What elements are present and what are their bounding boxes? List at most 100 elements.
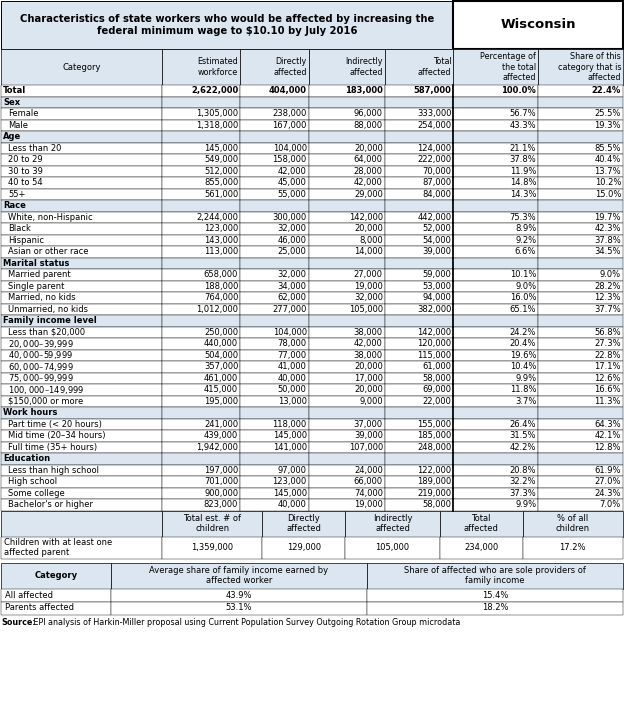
Bar [309,269,385,281]
Text: 58,000: 58,000 [422,500,451,509]
Text: 9.0%: 9.0% [515,281,536,291]
Bar [309,430,385,442]
Text: 46,000: 46,000 [278,236,307,245]
Text: 54,000: 54,000 [422,236,451,245]
Bar [454,269,538,281]
Bar [309,315,385,327]
Bar [240,177,309,189]
Bar [240,373,309,384]
Bar [1,499,162,510]
Text: 6.6%: 6.6% [515,247,536,256]
Text: 9.9%: 9.9% [515,500,536,509]
Text: Less than 20: Less than 20 [8,144,61,153]
Bar [111,602,367,615]
Bar [162,499,240,510]
Bar [385,246,454,258]
Text: Parents affected: Parents affected [5,604,74,612]
Text: 85.5%: 85.5% [595,144,621,153]
Bar [538,430,623,442]
Text: 357,000: 357,000 [204,363,238,371]
Bar [240,212,309,223]
Bar [1,292,162,304]
Bar [538,499,623,510]
Text: 123,000: 123,000 [204,224,238,233]
Text: 17.1%: 17.1% [595,363,621,371]
Bar [385,142,454,154]
Bar [538,384,623,396]
Bar [385,166,454,177]
Bar [385,338,454,350]
Bar [162,85,240,96]
Bar [240,281,309,292]
Text: 10.2%: 10.2% [595,178,621,187]
Bar [454,108,538,119]
Text: Total est. # of
children: Total est. # of children [183,514,241,533]
Text: 40 to 54: 40 to 54 [8,178,42,187]
Bar [309,419,385,430]
Text: 248,000: 248,000 [417,443,451,452]
Bar [162,154,240,166]
Text: Education: Education [3,454,50,463]
Text: 461,000: 461,000 [204,374,238,383]
Text: 587,000: 587,000 [414,86,451,95]
Text: 561,000: 561,000 [204,190,238,199]
Text: 34.5%: 34.5% [595,247,621,256]
Bar [162,384,240,396]
Text: Total
affected: Total affected [464,514,499,533]
Bar [538,85,623,96]
Bar [538,361,623,373]
Bar [538,166,623,177]
Bar [240,189,309,200]
Text: 96,000: 96,000 [354,109,383,118]
Bar [454,258,538,269]
Bar [263,510,345,536]
Text: 42.2%: 42.2% [510,443,536,452]
Text: 94,000: 94,000 [422,293,451,302]
Text: 59,000: 59,000 [422,270,451,279]
Bar [1,166,162,177]
Bar [1,465,162,476]
Bar [1,281,162,292]
Text: 15.0%: 15.0% [595,190,621,199]
Bar [1,396,162,407]
Text: 66,000: 66,000 [354,477,383,486]
Bar [309,465,385,476]
Bar [1,108,162,119]
Text: 56.8%: 56.8% [595,327,621,337]
Bar [162,453,240,465]
Text: 27.0%: 27.0% [595,477,621,486]
Bar [538,223,623,235]
Bar [385,96,454,108]
Bar [1,488,162,499]
Text: Asian or other race: Asian or other race [8,247,89,256]
Text: 34,000: 34,000 [278,281,307,291]
Bar [162,407,240,419]
Text: Family income level: Family income level [3,316,97,325]
Bar [162,200,240,212]
Bar [162,119,240,131]
Text: 2,622,000: 2,622,000 [191,86,238,95]
Bar [240,119,309,131]
Text: All affected: All affected [5,590,53,600]
Text: 10.1%: 10.1% [510,270,536,279]
Bar [538,304,623,315]
Text: 145,000: 145,000 [273,489,307,498]
Text: 142,000: 142,000 [349,213,383,222]
Text: 27.3%: 27.3% [595,339,621,348]
Bar [309,119,385,131]
Text: 12.3%: 12.3% [595,293,621,302]
Text: Total
affected: Total affected [418,57,451,77]
Text: 20.4%: 20.4% [510,339,536,348]
Text: Sex: Sex [3,98,20,107]
Bar [538,476,623,488]
Text: 17,000: 17,000 [354,374,383,383]
Text: 10.4%: 10.4% [510,363,536,371]
Text: 16.6%: 16.6% [595,386,621,394]
Text: 70,000: 70,000 [422,167,451,176]
Text: 124,000: 124,000 [417,144,451,153]
Text: 219,000: 219,000 [417,489,451,498]
Bar [111,562,367,589]
Text: 39,000: 39,000 [354,432,383,440]
Bar [538,419,623,430]
Text: Bachelor's or higher: Bachelor's or higher [8,500,93,509]
